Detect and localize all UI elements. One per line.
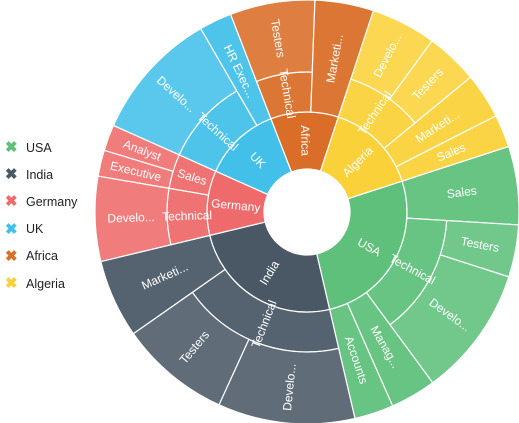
legend-marker-icon: ✖	[5, 220, 18, 238]
legend-label: Africa	[26, 249, 58, 264]
segment-algeria-sales[interactable]	[395, 115, 510, 182]
legend-item-usa[interactable]: ✖ USA	[5, 134, 77, 161]
legend-label: USA	[26, 140, 52, 155]
legend-label: Algeria	[26, 276, 65, 291]
segment-label: Technical	[162, 208, 212, 224]
legend-marker-icon: ✖	[5, 193, 18, 211]
legend-item-germany[interactable]: ✖ Germany	[5, 188, 77, 215]
legend-label: India	[26, 167, 54, 182]
legend-item-india[interactable]: ✖ India	[5, 161, 77, 188]
legend-label: Germany	[26, 194, 78, 209]
legend-marker-icon: ✖	[5, 275, 18, 293]
legend-marker-icon: ✖	[5, 166, 18, 184]
legend: ✖ USA ✖ India ✖ Germany ✖ UK ✖ Africa ✖ Algeria	[5, 134, 77, 297]
legend-item-africa[interactable]: ✖ Africa	[5, 243, 77, 270]
segment-label: Germany	[211, 196, 261, 214]
legend-marker-icon: ✖	[5, 247, 18, 265]
segment-label: Develo...	[107, 210, 155, 226]
legend-label: UK	[26, 222, 44, 237]
segment-label: Sales	[446, 183, 478, 201]
segment-label: Testers	[268, 18, 288, 58]
legend-marker-icon: ✖	[5, 139, 18, 157]
segment-label: Develo...	[280, 363, 299, 412]
segment-label: Africa	[298, 125, 313, 156]
legend-item-uk[interactable]: ✖ UK	[5, 216, 77, 243]
legend-item-algeria[interactable]: ✖ Algeria	[5, 270, 77, 297]
